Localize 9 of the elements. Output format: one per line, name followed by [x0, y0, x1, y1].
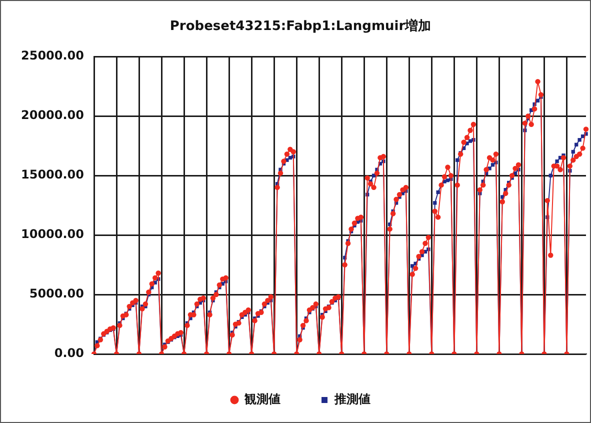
- legend-label: 推測値: [334, 392, 370, 406]
- y-tick-label: 0.00: [54, 346, 84, 360]
- y-tick-label: 5000.00: [29, 286, 84, 301]
- y-tick-label: 25000.00: [20, 48, 84, 63]
- legend-label: 観測値: [244, 392, 280, 406]
- y-tick-label: 10000.00: [20, 227, 84, 242]
- y-tick-label: 15000.00: [20, 168, 84, 182]
- chart-title: Probeset43215:Fabp1:Langmuir増加: [170, 18, 432, 34]
- y-tick-label: 20000.00: [20, 108, 84, 122]
